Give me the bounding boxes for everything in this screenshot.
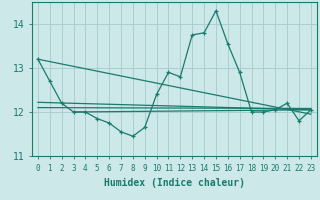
X-axis label: Humidex (Indice chaleur): Humidex (Indice chaleur) [104,178,245,188]
